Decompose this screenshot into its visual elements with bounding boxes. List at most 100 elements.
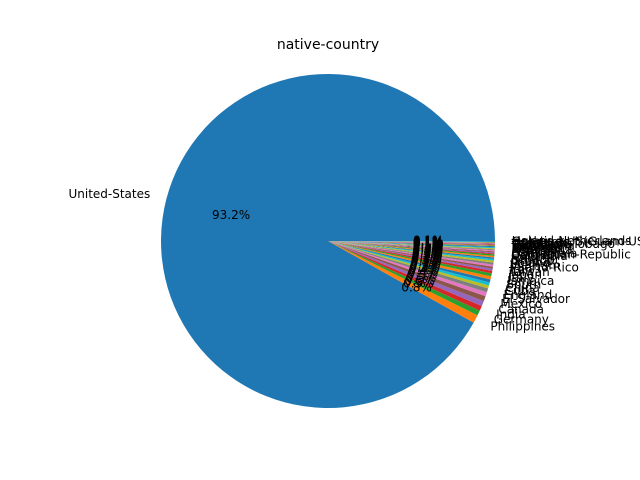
pie-percent-thailand: 0.1% bbox=[413, 238, 444, 252]
pie-percent-holand-netherlands: 0.1% bbox=[413, 234, 444, 248]
pie-percent-italy: 0.3% bbox=[411, 254, 442, 268]
pie-slice-hong bbox=[328, 241, 495, 244]
pie-percent-canada: 0.5% bbox=[406, 271, 437, 285]
pie-label-honduras: Honduras bbox=[512, 235, 570, 249]
pie-label-dominican-republic: Dominican-Republic bbox=[511, 248, 631, 262]
pie-label-trinadad-tobago: Trinadad&Tobago bbox=[511, 237, 615, 251]
pie-label-iran: Iran bbox=[509, 263, 532, 277]
pie-label-laos: Laos bbox=[512, 236, 540, 250]
pie-percent-nicaragua: 0.1% bbox=[413, 239, 444, 253]
pie-labels: United-States PhilippinesGermanyIndiaCana… bbox=[68, 187, 640, 333]
pie-label-italy: Italy bbox=[508, 271, 534, 285]
pie-slice-india bbox=[328, 241, 482, 311]
pie-slice-outlying-us-guam-usvi-etc bbox=[328, 241, 496, 243]
pie-slice-honduras bbox=[328, 241, 495, 243]
pie-slice-china bbox=[328, 241, 490, 286]
pie-label-el-salvador: El-Salvador bbox=[502, 292, 570, 306]
pie-percent-south: 0.3% bbox=[410, 257, 441, 271]
pie-slice-cambodia bbox=[328, 241, 495, 245]
pie-label-peru: Peru bbox=[512, 242, 539, 256]
pie-percent-vietnam: 0.2% bbox=[412, 247, 443, 261]
pie-label-nicaragua: Nicaragua bbox=[511, 243, 572, 257]
pie-percent-hong: 0.1% bbox=[413, 235, 444, 249]
pie-slice-puerto-rico bbox=[328, 241, 494, 267]
pie-percent-ireland: 0.1% bbox=[413, 237, 444, 251]
pie-slice-guatemala bbox=[328, 241, 495, 254]
pie-label-poland: Poland bbox=[510, 256, 550, 270]
pie-slice-italy bbox=[328, 241, 492, 277]
pie-label-scotland: Scotland bbox=[512, 238, 564, 252]
pie-label-columbia: Columbia bbox=[511, 249, 568, 263]
pie-label-united-states: United-States bbox=[68, 187, 150, 201]
pie-slice-nicaragua bbox=[328, 241, 495, 251]
pie-percent-taiwan: 0.2% bbox=[411, 251, 442, 265]
pie-slice-philippines bbox=[328, 241, 478, 323]
pie-label-thailand: Thailand bbox=[511, 241, 564, 255]
pie-label-england: England bbox=[503, 288, 552, 302]
pie-label-ecuador: Ecuador bbox=[511, 253, 560, 267]
pie-percent-india: 0.5% bbox=[404, 274, 435, 288]
pie-label-jamaica: Jamaica bbox=[506, 274, 554, 288]
pie-label-outlying-us-guam-usvi-etc: Outlying-US(Guam-USVI-etc) bbox=[512, 234, 640, 248]
pie-label-portugal: Portugal bbox=[511, 245, 561, 259]
pie-slice-greece bbox=[328, 241, 495, 261]
pie-slice-poland bbox=[328, 241, 494, 263]
pie-percent-trinadad-tobago: 0.1% bbox=[413, 236, 444, 250]
pie-label-japan: Japan bbox=[507, 268, 541, 282]
pie-slice-france bbox=[328, 241, 495, 252]
pie-slice-thailand bbox=[328, 241, 495, 249]
pie-label-hong: Hong bbox=[512, 235, 544, 249]
pie-percent-england: 0.4% bbox=[408, 263, 439, 277]
pie-percent-honduras: 0.1% bbox=[413, 234, 444, 248]
pie-percent-poland: 0.2% bbox=[412, 246, 443, 260]
pie-slice-vietnam bbox=[328, 241, 494, 265]
pie-label-france: France bbox=[511, 244, 551, 258]
pie-slice-england bbox=[328, 241, 489, 293]
pie-slice-hungary bbox=[328, 241, 495, 246]
pie-slice-peru bbox=[328, 241, 495, 250]
pie-percent-mexico: 0.5% bbox=[407, 268, 438, 282]
pie-slice-united-states bbox=[161, 73, 495, 408]
pie-percent-portugal: 0.1% bbox=[413, 240, 444, 254]
pie-percent-united-states: 93.2% bbox=[212, 208, 250, 222]
pie-percent-scotland: 0.1% bbox=[413, 236, 444, 250]
pie-percent-japan: 0.3% bbox=[411, 252, 442, 266]
pie-label-yugoslavia: Yugoslavia bbox=[511, 239, 575, 253]
pie-slice-portugal bbox=[328, 241, 495, 253]
chart-title: native-country bbox=[277, 37, 379, 53]
pie-label-guatemala: Guatemala bbox=[511, 247, 577, 261]
pie-label-cuba: Cuba bbox=[505, 284, 536, 298]
pie-percent-outlying-us-guam-usvi-etc: 0.1% bbox=[413, 234, 444, 248]
pie-label-holand-netherlands: Holand-Netherlands bbox=[512, 234, 632, 248]
pie-label-south: South bbox=[506, 277, 541, 291]
pie-label-hungary: Hungary bbox=[512, 238, 563, 252]
pie-percent-labels: 93.2%0.8%0.5%0.5%0.5%0.5%0.4%0.4%0.3%0.3… bbox=[212, 208, 443, 294]
pie-slice-holand-netherlands bbox=[328, 241, 496, 242]
pie-percent-china: 0.3% bbox=[410, 259, 441, 273]
pie-percent-philippines: 0.8% bbox=[401, 280, 432, 294]
pie-slice-dominican-republic bbox=[328, 241, 495, 255]
pie-percent-hungary: 0.1% bbox=[413, 236, 444, 250]
pie-slice-yugoslavia bbox=[328, 241, 495, 247]
pie-slice-cuba bbox=[328, 241, 489, 289]
pie-percent-germany: 0.5% bbox=[403, 277, 434, 291]
pie-slice-jamaica bbox=[328, 241, 492, 280]
pie-percent-guatemala: 0.1% bbox=[413, 241, 444, 255]
pie-percent-cuba: 0.3% bbox=[409, 261, 440, 275]
pie-slice-ecuador bbox=[328, 241, 495, 260]
pie-percent-el-salvador: 0.4% bbox=[408, 266, 439, 280]
pie-label-mexico: Mexico bbox=[500, 297, 542, 311]
pie-label-philippines: Philippines bbox=[490, 319, 555, 333]
pie-percent-greece: 0.1% bbox=[412, 245, 443, 259]
pie-label-germany: Germany bbox=[494, 313, 549, 327]
pie-percent-yugoslavia: 0.1% bbox=[413, 236, 444, 250]
pie-label-canada: Canada bbox=[498, 302, 544, 316]
pie-label-ireland: Ireland bbox=[512, 240, 554, 254]
pie-slice-taiwan bbox=[328, 241, 493, 271]
pie-slice-trinadad-tobago bbox=[328, 241, 495, 245]
pie-slice-columbia bbox=[328, 241, 495, 256]
pie-label-cambodia: Cambodia bbox=[512, 237, 573, 251]
pie-slice-scotland bbox=[328, 241, 495, 246]
pie-slice-haiti bbox=[328, 241, 495, 258]
